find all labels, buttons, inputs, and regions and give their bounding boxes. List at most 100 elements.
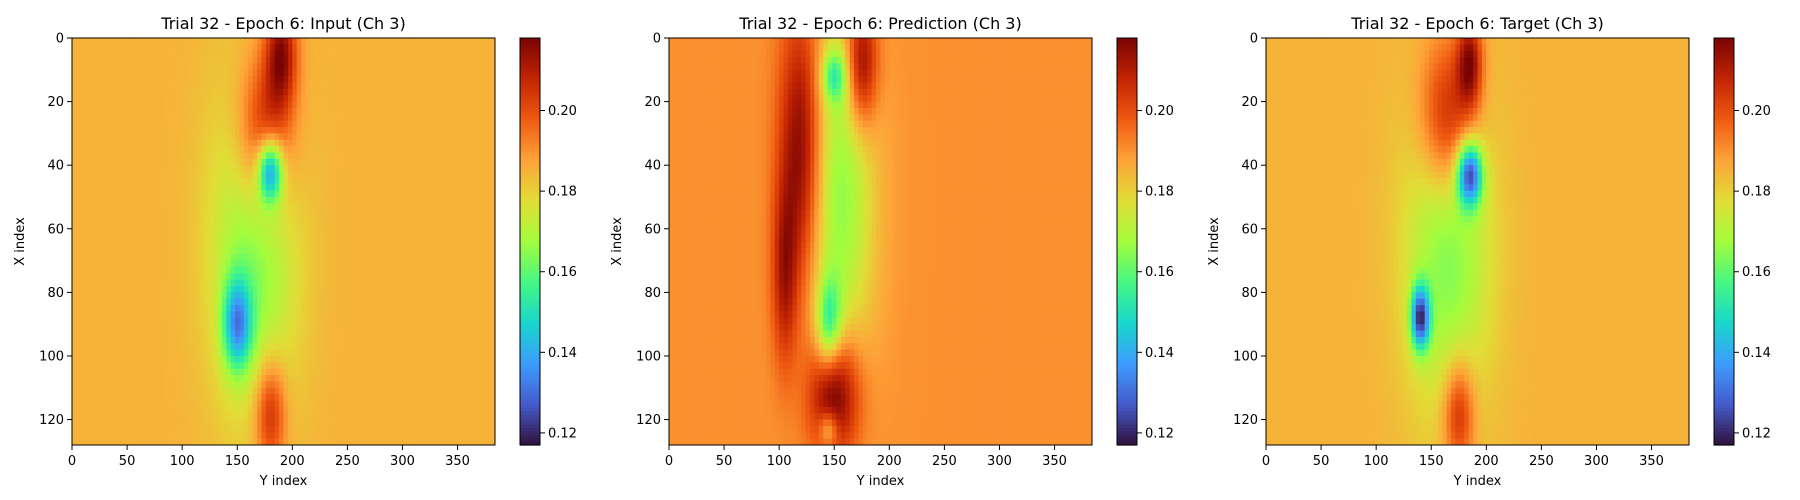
heatmap-cell: [380, 216, 386, 224]
heatmap-cell: [213, 362, 219, 370]
heatmap-cell: [164, 343, 170, 351]
heatmap-cell: [411, 120, 417, 128]
heatmap-cell: [433, 196, 439, 204]
heatmap-cell: [424, 305, 430, 313]
heatmap-cell: [151, 273, 157, 281]
heatmap-cell: [349, 171, 355, 179]
heatmap-cell: [85, 362, 91, 370]
heatmap-cell: [186, 286, 192, 293]
heatmap-cell: [420, 305, 426, 313]
heatmap-cell: [257, 311, 263, 319]
heatmap-cell: [411, 139, 417, 147]
heatmap-cell: [226, 114, 232, 122]
heatmap-cell: [406, 107, 412, 115]
heatmap-cell: [217, 216, 223, 224]
heatmap-cell: [446, 82, 452, 90]
heatmap-cell: [472, 82, 478, 90]
heatmap-cell: [89, 266, 95, 274]
heatmap-cell: [371, 82, 377, 90]
heatmap-cell: [279, 127, 285, 134]
heatmap-cell: [292, 127, 298, 134]
heatmap-cell: [133, 63, 139, 71]
heatmap-cell: [124, 82, 130, 90]
heatmap-cell: [296, 158, 302, 166]
heatmap-cell: [151, 286, 157, 293]
heatmap-cell: [274, 317, 280, 325]
heatmap-cell: [98, 127, 104, 134]
heatmap-cell: [490, 82, 495, 90]
heatmap-cell: [367, 362, 373, 370]
heatmap-cell: [389, 286, 395, 293]
heatmap-cell: [146, 266, 152, 274]
heatmap-cell: [358, 298, 364, 306]
heatmap-cell: [199, 298, 205, 306]
heatmap-cell: [283, 82, 289, 90]
heatmap-cell: [446, 107, 452, 115]
heatmap-cell: [243, 203, 249, 211]
heatmap-cell: [428, 101, 434, 109]
heatmap-cell: [296, 50, 302, 58]
heatmap-cell: [120, 336, 126, 344]
heatmap-cell: [345, 298, 351, 306]
heatmap-cell: [257, 298, 263, 306]
heatmap-cell: [133, 120, 139, 128]
heatmap-cell: [490, 69, 495, 77]
heatmap-cell: [235, 330, 241, 338]
heatmap-cell: [305, 184, 311, 192]
heatmap-cell: [287, 50, 293, 58]
heatmap-cell: [354, 216, 360, 224]
heatmap-cell: [318, 311, 324, 319]
heatmap-cell: [402, 355, 408, 363]
heatmap-cell: [235, 196, 241, 204]
heatmap-cell: [309, 101, 315, 109]
heatmap-cell: [168, 254, 174, 262]
heatmap-cell: [230, 241, 236, 249]
heatmap-cell: [433, 158, 439, 166]
heatmap-cell: [428, 266, 434, 274]
heatmap-cell: [446, 165, 452, 173]
heatmap-cell: [102, 336, 108, 344]
heatmap-cell: [261, 88, 267, 96]
heatmap-cell: [486, 171, 492, 179]
heatmap-cell: [367, 165, 373, 173]
heatmap-cell: [98, 38, 104, 45]
heatmap-cell: [442, 127, 448, 134]
heatmap-cell: [314, 349, 320, 357]
heatmap-cell: [129, 311, 135, 319]
heatmap-cell: [455, 241, 461, 249]
heatmap-cell: [107, 152, 113, 160]
heatmap-cell: [433, 133, 439, 141]
heatmap-cell: [85, 241, 91, 249]
heatmap-cell: [393, 133, 399, 141]
heatmap-cell: [261, 69, 267, 77]
heatmap-cell: [424, 286, 430, 293]
heatmap-cell: [481, 336, 487, 344]
heatmap-cell: [287, 286, 293, 293]
heatmap-cell: [367, 311, 373, 319]
heatmap-cell: [428, 222, 434, 230]
heatmap-cell: [142, 50, 148, 58]
heatmap-cell: [173, 260, 179, 268]
heatmap-cell: [331, 114, 337, 122]
heatmap-cell: [151, 171, 157, 179]
heatmap-cell: [437, 235, 443, 243]
heatmap-cell: [243, 216, 249, 224]
heatmap-cell: [146, 44, 152, 52]
heatmap-cell: [354, 158, 360, 166]
heatmap-cell: [186, 146, 192, 154]
heatmap-cell: [331, 266, 337, 274]
heatmap-cell: [120, 63, 126, 71]
heatmap-cell: [340, 235, 346, 243]
heatmap-cell: [490, 336, 495, 344]
heatmap-cell: [486, 311, 492, 319]
heatmap-cell: [446, 114, 452, 122]
heatmap-cell: [318, 324, 324, 332]
heatmap-cell: [464, 101, 470, 109]
heatmap-cell: [279, 171, 285, 179]
heatmap-cell: [133, 305, 139, 313]
heatmap-cell: [362, 133, 368, 141]
heatmap-cell: [72, 184, 78, 192]
heatmap-cell: [270, 247, 276, 255]
heatmap-cell: [116, 241, 122, 249]
heatmap-cell: [85, 254, 91, 262]
